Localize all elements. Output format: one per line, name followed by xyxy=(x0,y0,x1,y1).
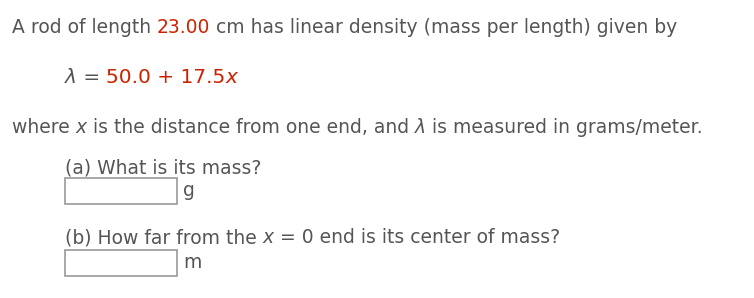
Text: λ: λ xyxy=(415,118,426,137)
Bar xyxy=(65,178,177,204)
Text: where: where xyxy=(12,118,75,137)
Text: 50.0 + 17.5: 50.0 + 17.5 xyxy=(106,68,225,87)
Text: 23.00: 23.00 xyxy=(157,18,210,37)
Text: λ: λ xyxy=(65,68,77,87)
Text: x: x xyxy=(262,228,274,247)
Text: (a) What is its mass?: (a) What is its mass? xyxy=(65,158,262,177)
Text: x: x xyxy=(225,68,238,87)
Text: is measured in grams/meter.: is measured in grams/meter. xyxy=(426,118,703,137)
Text: = 0 end is its center of mass?: = 0 end is its center of mass? xyxy=(274,228,560,247)
Text: A rod of length: A rod of length xyxy=(12,18,157,37)
Text: cm has linear density (mass per length) given by: cm has linear density (mass per length) … xyxy=(210,18,678,37)
Text: g: g xyxy=(183,181,195,201)
Text: m: m xyxy=(183,254,201,272)
Text: =: = xyxy=(77,68,106,87)
Bar xyxy=(65,250,177,276)
Text: x: x xyxy=(75,118,87,137)
Text: (b) How far from the: (b) How far from the xyxy=(65,228,262,247)
Text: is the distance from one end, and: is the distance from one end, and xyxy=(87,118,415,137)
